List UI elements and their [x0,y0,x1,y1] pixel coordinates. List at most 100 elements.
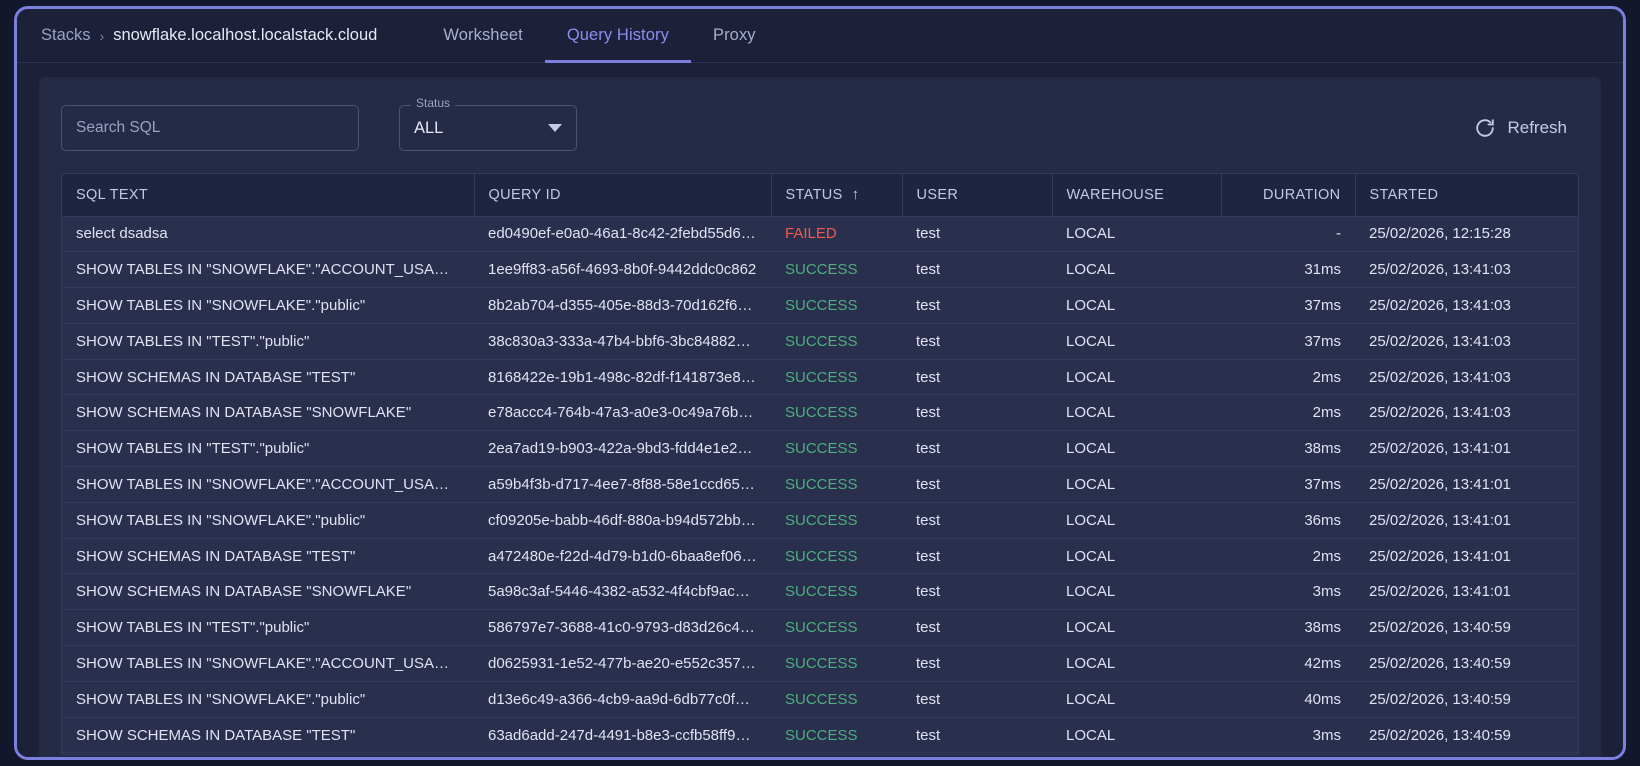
status-badge: SUCCESS [771,323,902,360]
breadcrumb-current-stack: snowflake.localhost.localstack.cloud [113,26,378,44]
cell-warehouse: LOCAL [1052,717,1221,754]
cell-user: test [902,538,1052,575]
table-row[interactable]: SHOW TABLES IN "TEST"."public" 38c830a3-3… [62,323,1578,360]
cell-started: 25/02/2026, 13:41:03 [1355,323,1578,360]
cell-query-id: 5a98c3af-5446-4382-a532-4f4cbf9ac7a1 [474,573,771,611]
status-badge: SUCCESS [771,717,902,754]
cell-warehouse: LOCAL [1052,538,1221,575]
column-header-duration-label: DURATION [1263,186,1341,203]
tab-query-history-label: Query History [566,26,669,44]
status-badge: SUCCESS [771,359,902,396]
column-header-query-id-label: QUERY ID [488,186,561,203]
table-row[interactable]: SHOW TABLES IN "SNOWFLAKE"."public" d13e6… [62,681,1578,718]
cell-query-id: cf09205e-babb-46df-880a-b94d572bb305 [474,502,771,539]
cell-warehouse: LOCAL [1052,609,1221,647]
table-row[interactable]: select dsadsa ed0490ef-e0a0-46a1-8c42-2fe… [62,216,1578,253]
breadcrumb-stacks-link[interactable]: Stacks [41,26,91,44]
table-row[interactable]: SHOW SCHEMAS IN DATABASE "SNOWFLAKE" 5a98… [62,573,1578,611]
cell-sql-text: SHOW SCHEMAS IN DATABASE "SNOWFLAKE" [62,394,474,432]
tab-worksheet[interactable]: Worksheet [421,9,544,63]
page-body: Status ALL Refresh [17,63,1623,757]
table-row[interactable]: SHOW TABLES IN "SNOWFLAKE"."public" cf092… [62,502,1578,539]
table-row[interactable]: SHOW TABLES IN "TEST"."public" 586797e7-3… [62,609,1578,647]
status-badge: SUCCESS [771,538,902,575]
status-filter-value: ALL [414,118,444,137]
table-row[interactable]: SHOW SCHEMAS IN DATABASE "TEST" a472480e-… [62,538,1578,575]
table-row[interactable]: SHOW TABLES IN "SNOWFLAKE"."public" 8b2ab… [62,287,1578,324]
table-row[interactable]: SHOW TABLES IN "SNOWFLAKE"."ACCOUNT_USAG… [62,251,1578,289]
cell-warehouse: LOCAL [1052,216,1221,253]
table-row[interactable]: SHOW TABLES IN "SNOWFLAKE"."ACCOUNT_USAG… [62,466,1578,503]
cell-user: test [902,394,1052,432]
cell-duration: 38ms [1221,609,1355,647]
cell-sql-text: SHOW TABLES IN "TEST"."public" [62,430,474,468]
cell-started: 25/02/2026, 13:40:59 [1355,681,1578,718]
cell-started: 25/02/2026, 13:41:03 [1355,251,1578,289]
cell-query-id: 2ea7ad19-b903-422a-9bd3-fdd4e1e2b4d1 [474,430,771,468]
status-badge: SUCCESS [771,430,902,468]
cell-started: 25/02/2026, 13:41:01 [1355,430,1578,468]
cell-duration: - [1221,216,1355,253]
cell-sql-text: SHOW TABLES IN "SNOWFLAKE"."ACCOUNT_USAG… [62,251,474,289]
cell-query-id: 8b2ab704-d355-405e-88d3-70d162f68047 [474,287,771,324]
cell-duration: 2ms [1221,538,1355,575]
cell-sql-text: SHOW TABLES IN "SNOWFLAKE"."public" [62,681,474,718]
cell-duration: 42ms [1221,645,1355,682]
column-header-query-id[interactable]: QUERY ID [474,174,772,217]
cell-duration: 37ms [1221,323,1355,360]
column-header-user[interactable]: USER [902,174,1053,217]
cell-warehouse: LOCAL [1052,430,1221,468]
tab-query-history[interactable]: Query History [544,9,692,63]
tab-proxy[interactable]: Proxy [691,9,778,63]
cell-query-id: 38c830a3-333a-47b4-bbf6-3bc8488212da [474,323,771,360]
table-row[interactable]: SHOW TABLES IN "TEST"."public" 2ea7ad19-b… [62,430,1578,468]
column-header-warehouse-label: WAREHOUSE [1066,186,1165,203]
status-filter-select[interactable]: Status ALL [399,97,577,151]
refresh-button[interactable]: Refresh [1470,111,1571,145]
column-header-duration[interactable]: DURATION [1221,174,1356,217]
cell-user: test [902,466,1052,503]
table-body: select dsadsa ed0490ef-e0a0-46a1-8c42-2fe… [62,216,1578,754]
cell-started: 25/02/2026, 13:41:01 [1355,466,1578,503]
table-header: SQL TEXT QUERY ID STATUS ↑ USER [62,174,1578,217]
status-badge: SUCCESS [771,609,902,647]
query-history-table-container[interactable]: SQL TEXT QUERY ID STATUS ↑ USER [61,173,1579,755]
cell-started: 25/02/2026, 13:40:59 [1355,717,1578,754]
search-sql-input[interactable] [61,105,359,151]
cell-user: test [902,681,1052,718]
column-header-sql-text-label: SQL TEXT [76,186,149,203]
column-header-started-label: STARTED [1369,186,1439,203]
cell-query-id: 63ad6add-247d-4491-b8e3-ccfb58ff91ce [474,717,771,754]
cell-sql-text: select dsadsa [62,216,474,253]
cell-user: test [902,359,1052,396]
cell-warehouse: LOCAL [1052,323,1221,360]
cell-started: 25/02/2026, 13:41:03 [1355,287,1578,324]
table-row[interactable]: SHOW TABLES IN "SNOWFLAKE"."ACCOUNT_USAG… [62,645,1578,682]
column-header-started[interactable]: STARTED [1355,174,1578,217]
cell-duration: 2ms [1221,359,1355,396]
cell-sql-text: SHOW TABLES IN "SNOWFLAKE"."ACCOUNT_USAG… [62,466,474,503]
tab-proxy-label: Proxy [712,26,756,44]
refresh-icon [1474,117,1496,139]
cell-user: test [902,609,1052,647]
cell-query-id: e78accc4-764b-47a3-a0e3-0c49a76b6692 [474,394,771,432]
table-row[interactable]: SHOW SCHEMAS IN DATABASE "TEST" 8168422e-… [62,359,1578,396]
column-header-status-label: STATUS [785,187,843,204]
column-header-status[interactable]: STATUS ↑ [771,174,903,217]
cell-query-id: 586797e7-3688-41c0-9793-d83d26c4b4ef [474,609,771,647]
cell-query-id: 1ee9ff83-a56f-4693-8b0f-9442ddc0c862 [474,251,771,289]
cell-started: 25/02/2026, 13:41:03 [1355,359,1578,396]
table-row[interactable]: SHOW SCHEMAS IN DATABASE "TEST" 63ad6add-… [62,717,1578,754]
cell-sql-text: SHOW TABLES IN "TEST"."public" [62,323,474,360]
status-badge: FAILED [771,216,902,253]
cell-duration: 31ms [1221,251,1355,289]
column-header-warehouse[interactable]: WAREHOUSE [1052,174,1222,217]
status-badge: SUCCESS [771,394,902,432]
table-row[interactable]: SHOW SCHEMAS IN DATABASE "SNOWFLAKE" e78a… [62,394,1578,432]
status-badge: SUCCESS [771,502,902,539]
cell-user: test [902,287,1052,324]
column-header-sql-text[interactable]: SQL TEXT [62,174,475,217]
cell-sql-text: SHOW SCHEMAS IN DATABASE "TEST" [62,359,474,396]
cell-started: 25/02/2026, 12:15:28 [1355,216,1578,253]
cell-query-id: 8168422e-19b1-498c-82df-f141873e85df [474,359,771,396]
